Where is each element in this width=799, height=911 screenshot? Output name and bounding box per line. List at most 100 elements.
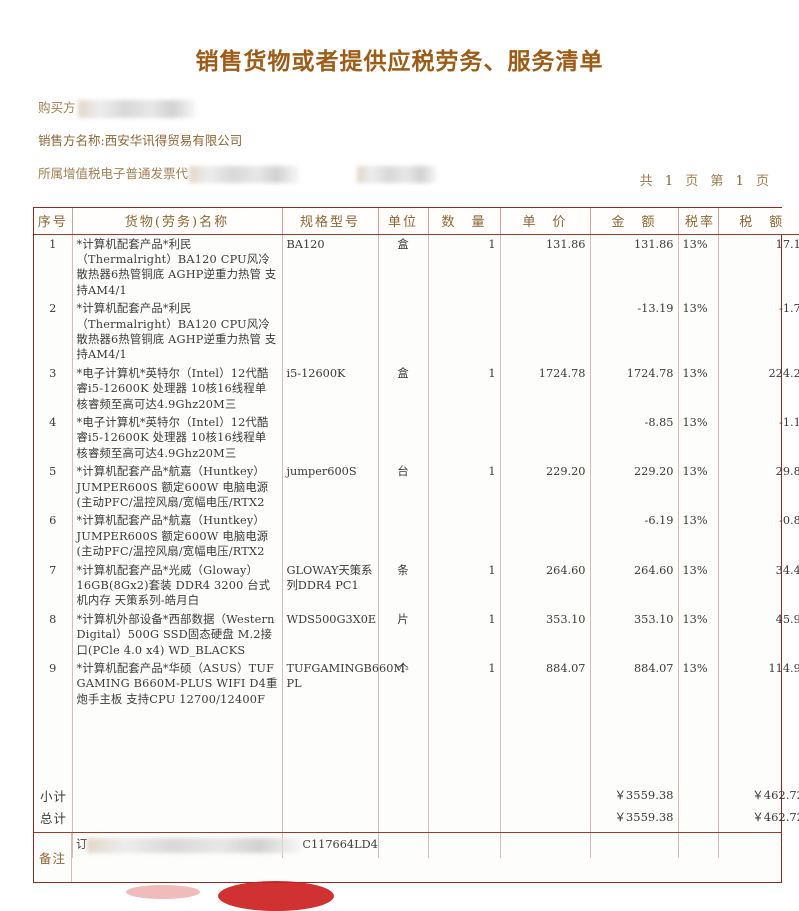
seller-label: 销售方名称: — [38, 133, 105, 148]
row-no: 3 — [34, 363, 73, 413]
table-body: 1 *计算机配套产品*利民（Thermalright）BA120 CPU风冷散热器… — [34, 234, 799, 859]
remark-redacted — [87, 837, 303, 853]
row-no: 2 — [34, 299, 73, 364]
table-filler-cell — [34, 708, 73, 859]
row-name: *电子计算机*英特尔（Intel）12代酷睿i5-12600K 处理器 10核1… — [72, 363, 283, 413]
table-row: 6 *计算机配套产品*航嘉（Huntkey）JUMPER600S 额定600W 电… — [34, 511, 799, 561]
row-amount: 884.07 — [590, 659, 679, 709]
table-filler-cell — [378, 708, 429, 859]
table-row: 2 *计算机配套产品*利民（Thermalright）BA120 CPU风冷散热器… — [34, 299, 799, 364]
table-filler-cell — [500, 708, 591, 859]
row-tax-rate: 13% — [678, 511, 719, 561]
row-qty: 1 — [428, 363, 501, 413]
row-spec: jumper600S — [282, 462, 379, 512]
table-filler-cell — [428, 708, 501, 859]
row-spec: GLOWAY天策系列DDR4 PC1 — [282, 560, 379, 610]
table-row: 8 *计算机外部设备*西部数据（Western Digital）500G SSD固… — [34, 609, 799, 660]
summary-empty-cell — [678, 784, 719, 806]
column-header-amount: 金 额 — [590, 208, 679, 235]
row-unit: 台 — [378, 462, 429, 512]
row-amount: 353.10 — [590, 609, 679, 660]
invoice-code-row: 所属增值税电子普通发票代 — [38, 164, 768, 197]
summary-empty-cell — [72, 806, 283, 828]
row-tax-rate: 13% — [678, 363, 719, 413]
row-amount: -13.19 — [590, 299, 679, 364]
row-amount: 1724.78 — [590, 363, 679, 413]
row-qty: 1 — [428, 234, 501, 300]
table-filler-cell — [590, 708, 679, 859]
summary-empty-cell — [428, 806, 501, 828]
table-row: 1 *计算机配套产品*利民（Thermalright）BA120 CPU风冷散热器… — [34, 234, 799, 300]
row-unit: 盒 — [378, 363, 429, 413]
page-current-value: 1 — [735, 174, 748, 189]
page-unit-1: 页 — [685, 174, 703, 189]
row-name: *计算机配套产品*航嘉（Huntkey）JUMPER600S 额定600W 电脑… — [72, 462, 283, 512]
row-spec: BA120 — [282, 234, 379, 300]
summary-empty-cell — [282, 784, 379, 806]
remark-content: 订 C117664LD4 — [72, 833, 781, 882]
row-qty — [428, 299, 501, 364]
summary-empty-cell — [72, 784, 283, 806]
row-price: 131.86 — [500, 234, 591, 300]
row-amount: 264.60 — [590, 560, 679, 610]
invoice-code-redacted — [189, 166, 300, 183]
row-unit: 条 — [378, 560, 429, 610]
table-filler-cell — [282, 708, 379, 859]
page-total-value: 1 — [664, 174, 678, 189]
summary-empty-cell — [282, 806, 379, 828]
table-row: 5 *计算机配套产品*航嘉（Huntkey）JUMPER600S 额定600W 电… — [34, 462, 799, 512]
row-spec — [282, 412, 379, 463]
row-qty: 1 — [428, 609, 501, 660]
row-name: *计算机外部设备*西部数据（Western Digital）500G SSD固态… — [72, 609, 283, 660]
row-tax-rate: 13% — [678, 412, 719, 463]
invoice-code-label: 所属增值税电子普通发票代 — [38, 166, 189, 181]
row-no: 8 — [34, 609, 73, 660]
row-no: 5 — [34, 462, 73, 512]
page-current-prefix: 第 — [710, 174, 728, 189]
row-tax-amount: 114.93 — [768, 662, 799, 676]
row-spec — [282, 299, 379, 364]
table-filler-cell — [678, 708, 719, 859]
row-tax-rate: 13% — [678, 560, 719, 610]
row-tax-amount: -1.15 — [779, 415, 799, 429]
column-header-spec: 规格型号 — [282, 208, 379, 235]
row-tax-amount: 34.40 — [775, 563, 799, 577]
remark-row: 备注 订 C117664LD4 — [34, 832, 781, 882]
page-unit-2: 页 — [755, 174, 773, 189]
row-tax-amount: 29.80 — [775, 465, 799, 479]
table-filler-row — [34, 708, 799, 859]
row-unit: 个 — [378, 659, 429, 709]
row-price — [500, 299, 591, 364]
row-qty — [428, 412, 501, 463]
summary-empty-cell — [378, 806, 429, 828]
column-header-qty: 数 量 — [428, 208, 501, 235]
summary-table: 小计 ￥3559.38 ￥462.72 总计 ￥3559.38 ￥462.72 — [34, 784, 799, 828]
page-title: 销售货物或者提供应税劳务、服务清单 — [195, 48, 604, 75]
row-no: 6 — [34, 511, 73, 561]
row-unit — [378, 511, 429, 561]
row-amount: 131.86 — [590, 234, 679, 300]
row-unit: 盒 — [378, 234, 429, 300]
summary-empty-cell — [378, 784, 429, 806]
row-price: 264.60 — [500, 560, 591, 610]
row-qty: 1 — [428, 659, 501, 709]
row-price: 353.10 — [500, 609, 591, 660]
row-qty — [428, 511, 501, 561]
remark-suffix: C117664LD4 — [302, 838, 378, 851]
row-tax-rate: 13% — [678, 234, 719, 300]
summary-amount: ￥3559.38 — [590, 806, 679, 828]
row-name: *计算机配套产品*光威（Gloway）16GB(8Gx2)套装 DDR4 320… — [72, 560, 283, 610]
table-header-row: 序号 货物(劳务)名称 规格型号 单位 数 量 单 价 金 额 税率 税 额 — [34, 208, 799, 235]
column-header-no: 序号 — [34, 208, 73, 235]
row-name: *计算机配套产品*利民（Thermalright）BA120 CPU风冷散热器6… — [72, 299, 283, 364]
table-row: 4 *电子计算机*英特尔（Intel）12代酷睿i5-12600K 处理器 10核… — [34, 412, 799, 463]
row-tax-amount: -0.81 — [779, 514, 799, 528]
document-header: 购买方 销售方名称:西安华讯得贸易有限公司 所属增值税电子普通发票代 — [38, 98, 768, 197]
row-spec — [282, 511, 379, 561]
invoice-number-redacted — [357, 166, 438, 183]
summary-tax-amount: ￥462.72 — [752, 810, 799, 824]
row-spec: i5-12600K — [282, 363, 379, 413]
seller-row: 销售方名称:西安华讯得贸易有限公司 — [38, 131, 768, 164]
row-tax-amount: 17.14 — [775, 237, 799, 251]
row-no: 7 — [34, 560, 73, 610]
